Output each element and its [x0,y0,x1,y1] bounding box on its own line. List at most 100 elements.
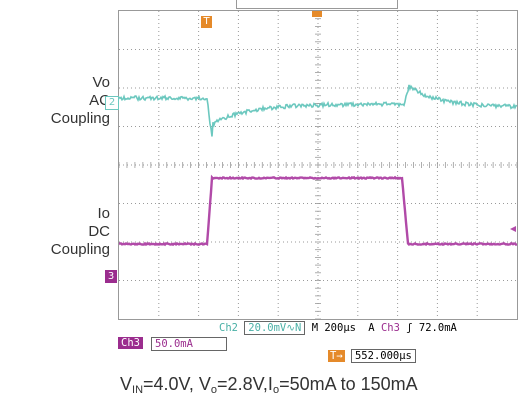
grid-dot [479,241,480,243]
grid-dot [355,280,356,281]
grid-dot [219,87,220,89]
grid-dot [357,123,359,124]
grid-dot [199,126,200,127]
grid-dot [211,280,212,281]
grid-dot [191,164,192,166]
grid-dot [317,75,319,76]
grid-dot [459,87,460,89]
grid-dot [195,87,196,89]
grid-dot [198,19,200,20]
grid-dot [203,280,204,281]
grid-dot [199,241,200,243]
grid-dot [436,19,438,20]
grid-dot [357,135,359,136]
grid-dot [335,164,336,166]
grid-dot [167,87,168,89]
grid-dot [199,280,200,281]
grid-dot [277,227,279,228]
grid-dot [436,59,438,60]
grid-dot [323,126,324,127]
grid-dot [499,164,500,166]
grid-dot [357,23,359,24]
grid-dot [235,49,236,50]
grid-dot [295,87,296,89]
trigger-level: 72.0mA [418,322,457,334]
grid-dot [391,87,392,89]
grid-dot [391,203,392,204]
grid-dot [459,241,460,243]
grid-dot [237,115,239,116]
grid-dot [198,259,200,260]
grid-dot [291,126,292,127]
grid-dot [327,87,328,89]
grid-dot [277,23,279,24]
grid-dot [198,27,200,28]
grid-dot [357,31,359,32]
grid-dot [479,164,480,166]
grid-dot [363,203,364,204]
grid-dot [507,87,508,89]
grid-dot [451,126,452,127]
grid-dot [198,127,200,128]
grid-dot [211,164,212,166]
grid-dot [277,27,279,28]
grid-dot [476,267,478,268]
grid-dot [475,241,476,243]
grid-dot [198,315,200,316]
grid-dot [357,175,359,176]
grid-dot [327,126,328,127]
grid-dot [158,299,160,300]
grid-dot [219,49,220,50]
delay-icon: T→ [328,350,345,362]
grid-dot [277,279,279,280]
grid-dot [397,287,399,288]
grid-dot [451,241,452,243]
grid-dot [476,203,478,204]
grid-dot [158,223,160,224]
grid-dot [431,126,432,127]
grid-dot [198,123,200,124]
grid-dot [159,87,160,89]
vo-label-line1: Vo [92,74,110,91]
grid-dot [203,241,204,243]
grid-dot [223,87,224,89]
io-label-line1: Io [97,205,110,222]
grid-dot [397,71,399,72]
grid-dot [195,203,196,204]
grid-dot [476,251,478,252]
grid-dot [476,199,478,200]
grid-dot [397,87,399,88]
grid-dot [455,164,456,166]
grid-dot [158,307,160,308]
grid-dot [237,23,239,24]
grid-dot [203,126,204,127]
grid-dot [483,87,484,89]
grid-dot [467,203,468,204]
grid-dot [317,87,319,88]
grid-dot [227,87,228,89]
grid-dot [277,303,279,304]
grid-dot [317,307,319,308]
grid-dot [397,179,399,180]
grid-dot [397,243,399,244]
grid-dot [436,183,438,184]
grid-dot [135,87,136,89]
grid-dot [436,51,438,52]
grid-dot [159,241,160,243]
grid-dot [375,203,376,204]
grid-dot [397,79,399,80]
grid-dot [476,227,478,228]
grid-dot [183,87,184,89]
grid-dot [143,203,144,204]
grid-dot [411,203,412,204]
grid-dot [158,67,160,68]
grid-dot [327,280,328,281]
grid-dot [307,280,308,281]
grid-dot [135,280,136,281]
grid-dot [158,187,160,188]
grid-dot [427,49,428,50]
grid-dot [375,241,376,243]
grid-dot [277,99,279,100]
grid-dot [383,164,384,166]
grid-dot [487,241,488,243]
